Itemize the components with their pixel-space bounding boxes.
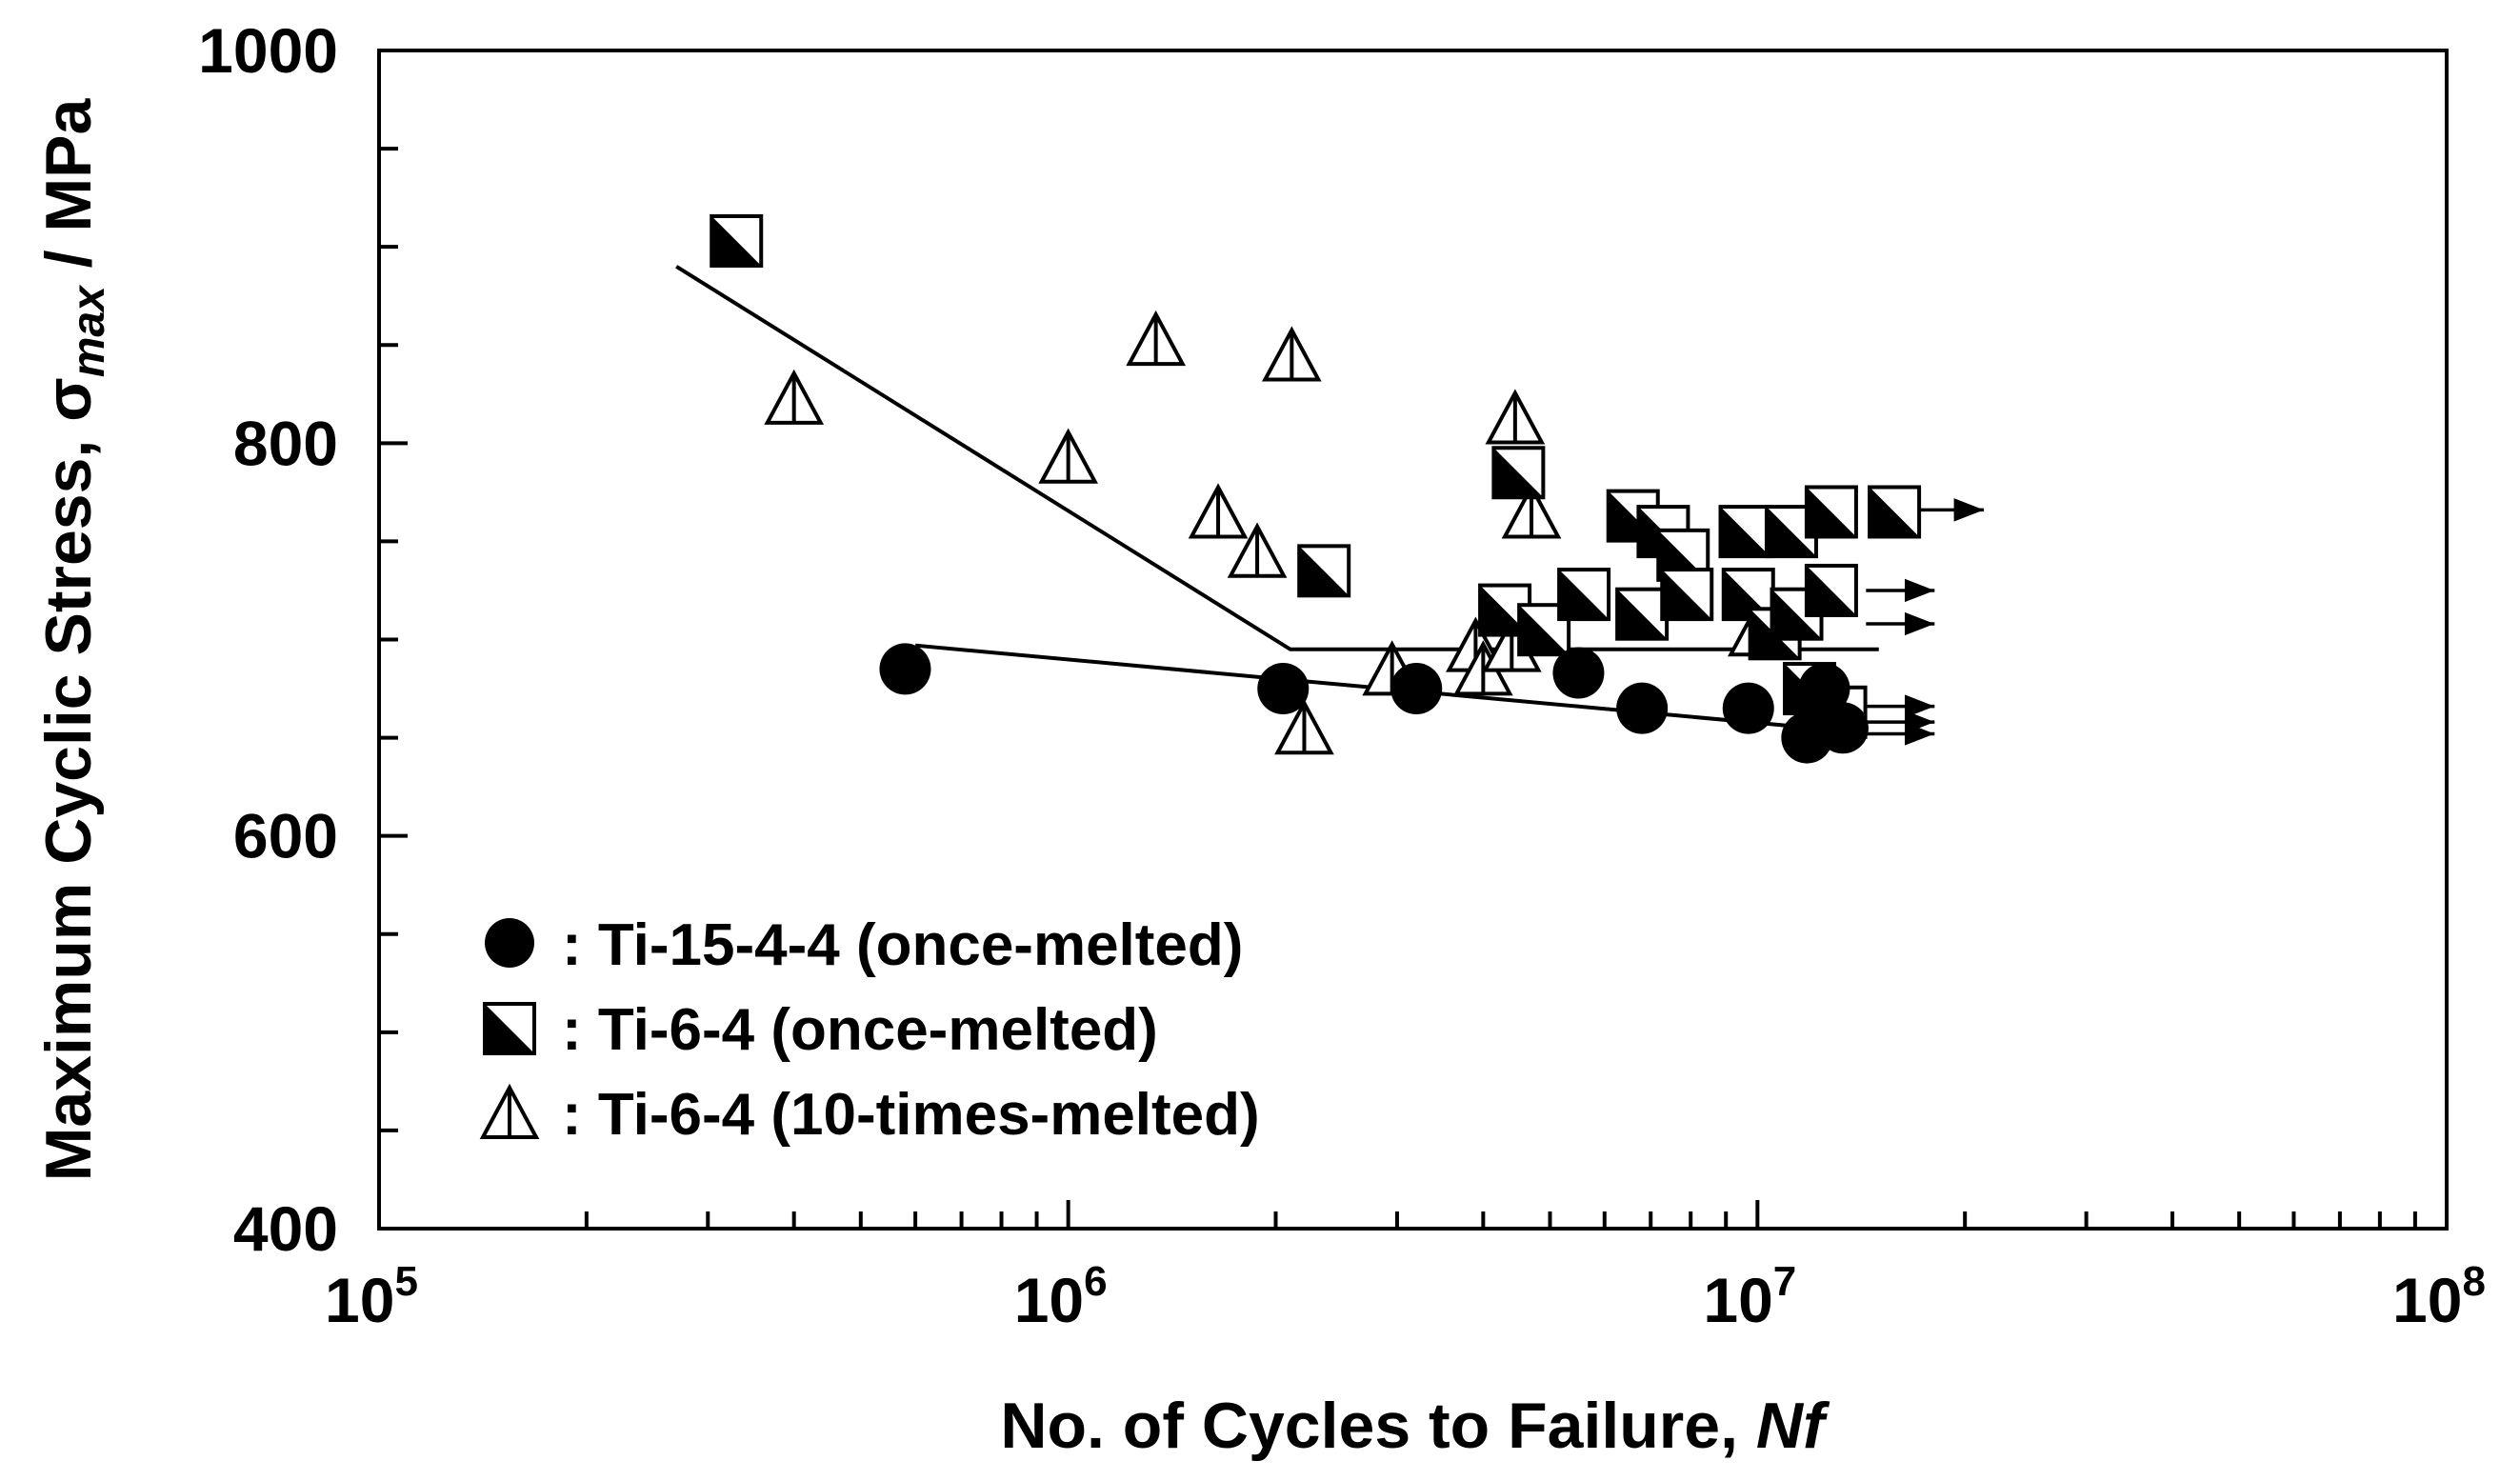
y-axis-label: Maximum Cyclic Stress, σmax / MPa (32, 98, 114, 1182)
x-tick-exponent: 6 (1084, 1258, 1107, 1305)
x-tick-exponent: 8 (2462, 1258, 2485, 1305)
legend-label-ti-6-4-once: : Ti-6-4 (once-melted) (562, 997, 1158, 1063)
point-ti-6-4-once-melted (1764, 505, 1818, 559)
point-ti-6-4-10x-melted (1038, 428, 1099, 484)
x-axis-ticks (377, 1200, 2449, 1229)
x-axis-label: No. of Cycles to Failure, Nf (1000, 1390, 1830, 1462)
square-fill (711, 215, 762, 266)
point-ti-6-4-10x-melted (1485, 389, 1546, 445)
square-fill (1658, 530, 1709, 580)
point-ti-6-4-once-melted (1660, 568, 1714, 622)
runout-arrows (1866, 498, 1985, 746)
square-fill (1559, 570, 1610, 620)
x-tick-base: 10 (1703, 1265, 1772, 1335)
x-tick-label: 106 (1014, 1258, 1108, 1335)
square-fill (1771, 589, 1822, 639)
point-ti-6-4-10x-melted (1261, 326, 1322, 382)
point-ti-15-4-4 (1552, 647, 1605, 699)
x-tick-label: 108 (2392, 1258, 2486, 1335)
y-tick-label: 800 (233, 408, 338, 478)
x-tick-base: 10 (2392, 1265, 2462, 1335)
data-points (710, 213, 1922, 764)
legend-marker-circle (485, 918, 534, 968)
fit-line-series-0 (914, 643, 1812, 730)
square-fill (1519, 605, 1570, 655)
point-ti-6-4-10x-melted (1188, 483, 1249, 539)
point-ti-6-4-10x-melted (1274, 699, 1334, 755)
x-tick-label: 107 (1703, 1258, 1796, 1335)
legend-item-ti-6-4-once: : Ti-6-4 (once-melted) (483, 997, 1158, 1063)
x-axis-label-italic: Nf (1756, 1390, 1830, 1462)
y-tick-label: 400 (233, 1193, 338, 1264)
point-ti-15-4-4 (879, 643, 931, 695)
x-tick-label: 105 (325, 1258, 418, 1335)
point-ti-6-4-once-melted (1718, 505, 1772, 559)
y-axis-ticks (379, 147, 408, 1132)
x-tick-exponent: 5 (394, 1258, 417, 1305)
square-fill (485, 1004, 534, 1053)
point-ti-15-4-4 (1257, 663, 1310, 715)
square-fill (1480, 585, 1530, 635)
x-tick-base: 10 (325, 1265, 394, 1335)
square-fill (1720, 507, 1770, 557)
y-axis-label-prefix: Maximum Cyclic Stress, σ (32, 377, 105, 1181)
square-fill (1870, 487, 1920, 537)
point-ti-15-4-4 (1616, 682, 1669, 734)
point-ti-6-4-10x-melted (1126, 310, 1186, 367)
fit-lines (675, 265, 1879, 730)
point-ti-15-4-4 (1722, 682, 1774, 734)
y-axis-tick-labels: 400 600 800 1000 (198, 15, 338, 1264)
legend-item-ti-15-4-4: : Ti-15-4-4 (once-melted) (485, 912, 1243, 978)
x-tick-base: 10 (1014, 1265, 1084, 1335)
point-ti-6-4-10x-melted (764, 369, 825, 425)
point-ti-6-4-10x-melted (1227, 522, 1288, 578)
x-axis-tick-labels: 105 106 107 108 (325, 1258, 2486, 1335)
legend-label-ti-6-4-10x: : Ti-6-4 (10-times-melted) (562, 1082, 1260, 1148)
square-fill (1662, 570, 1712, 620)
square-fill (1806, 487, 1856, 537)
point-ti-6-4-once-melted (1615, 587, 1670, 641)
point-ti-15-4-4 (1816, 702, 1869, 754)
x-tick-exponent: 7 (1773, 1258, 1796, 1305)
y-axis-label-suffix: / MPa (32, 98, 105, 287)
legend-marker-triangle (479, 1083, 540, 1139)
point-ti-6-4-once-melted (1804, 485, 1858, 539)
legend: : Ti-15-4-4 (once-melted) : Ti-6-4 (once… (479, 912, 1260, 1148)
square-fill (1299, 546, 1350, 596)
point-ti-15-4-4 (1798, 663, 1850, 715)
y-tick-label: 1000 (198, 15, 338, 86)
y-tick-label: 600 (233, 801, 338, 871)
square-fill (1723, 570, 1773, 620)
point-ti-6-4-once-melted (710, 213, 764, 268)
legend-item-ti-6-4-10x: : Ti-6-4 (10-times-melted) (479, 1082, 1260, 1148)
point-ti-6-4-once-melted (1297, 544, 1351, 598)
legend-marker-square (483, 1002, 536, 1055)
point-ti-6-4-once-melted (1868, 485, 1922, 539)
x-axis-label-text: No. of Cycles to Failure, (1000, 1390, 1756, 1462)
square-fill (1493, 448, 1544, 498)
square-fill (1617, 589, 1668, 639)
y-axis-label-sub: max (64, 284, 114, 377)
point-ti-15-4-4 (1390, 663, 1443, 715)
legend-label-ti-15-4-4: : Ti-15-4-4 (once-melted) (562, 912, 1243, 978)
fit-line-series-1 (675, 265, 1879, 651)
point-ti-6-4-once-melted (1804, 563, 1858, 617)
square-fill (1766, 507, 1816, 557)
legend-triangle-shape (479, 1083, 540, 1139)
point-ti-6-4-once-melted (1557, 568, 1611, 622)
legend-square-shape (483, 1002, 536, 1055)
square-fill (1806, 565, 1856, 615)
point-ti-6-4-once-melted (1491, 446, 1546, 500)
